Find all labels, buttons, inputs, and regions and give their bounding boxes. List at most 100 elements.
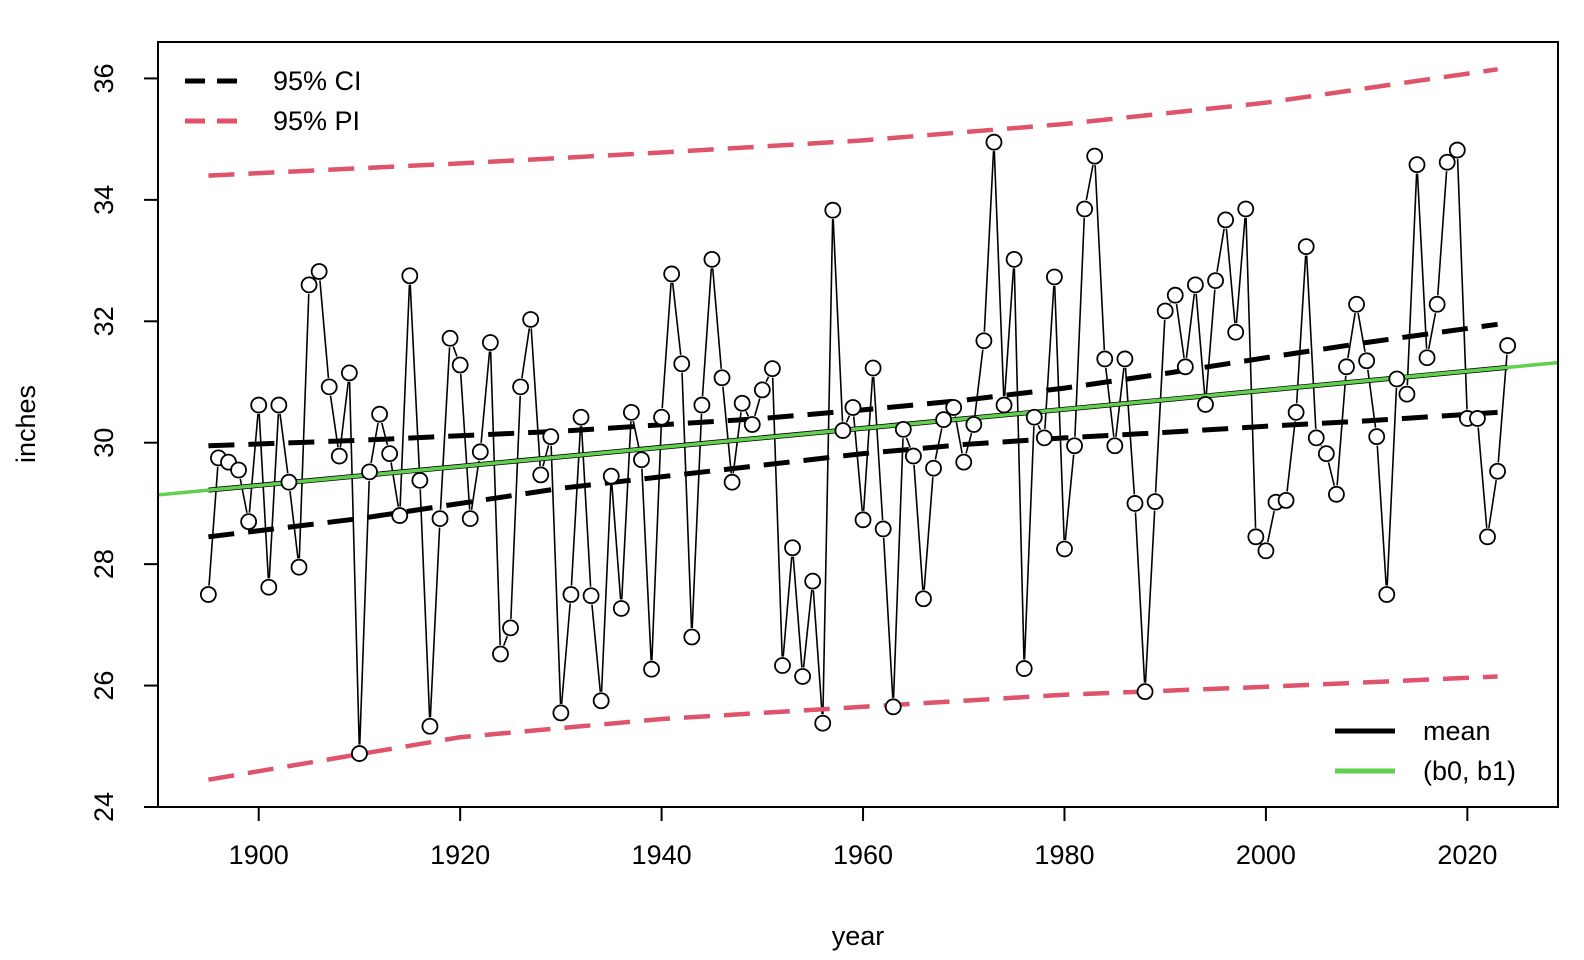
observation-point [310,263,328,280]
observation-point [653,408,670,426]
observation-point [572,408,590,426]
observation-segment [1386,387,1398,586]
observation-segment [632,420,641,452]
observation-point [1207,272,1224,290]
observation-point [1247,528,1265,546]
observation-point [421,717,439,735]
observation-point [1358,352,1376,370]
x-tick-label: 1980 [1034,840,1094,870]
observation-segment [745,411,750,417]
observation-segment [1497,354,1508,463]
y-tick-label: 24 [89,792,119,822]
observation-segment [1154,319,1166,493]
observation-point [1338,358,1355,376]
observation-point [1035,429,1053,447]
observation-point [1398,385,1416,403]
observation-point [1227,323,1245,341]
observation-segment [661,282,672,409]
x-axis-title: year [832,921,885,951]
observation-point [904,447,922,465]
observation-segment [651,426,663,661]
observation-point [945,399,963,416]
observation-segment [905,437,911,448]
observation-segment [701,268,713,397]
observation-point [1166,286,1184,304]
observation-point [1076,200,1094,218]
observation-segment [1427,312,1437,350]
observation-segment [882,537,894,698]
observation-point [582,587,600,605]
observation-point [965,416,983,433]
observation-point [1469,410,1486,427]
observation-segment [1406,173,1418,386]
observation-point [894,420,912,438]
x-axis: 1900 1920 1940 1960 1980 2000 2020 [229,806,1497,870]
observation-point [250,396,268,414]
observation-point [1005,250,1023,268]
observation-segment [510,395,522,619]
observation-segment [1195,293,1206,396]
legend-label: 95% PI [273,106,360,136]
observation-segment [1235,217,1246,324]
observation-point [774,657,791,674]
observation-segment [1134,512,1146,683]
observation-segment [1376,445,1388,586]
observation-point [592,692,610,710]
observation-segment [1053,285,1065,541]
observation-point [1328,485,1345,503]
observation-segment [983,151,995,332]
observation-segment [923,477,934,590]
observation-segment [913,464,924,590]
observation-point [1368,428,1386,446]
observation-segment [611,485,622,600]
observation-segment [812,590,823,715]
observation-point [230,461,247,479]
observation-segment [600,485,612,692]
observation-segment [339,381,350,448]
observation-point [713,369,731,387]
observation-point [864,359,882,377]
observation-segment [1205,289,1216,396]
observation-point [1015,660,1033,677]
observation-point [602,467,620,485]
observation-segment [502,636,509,646]
observation-point [643,660,660,678]
observation-point [471,443,489,461]
observation-point [481,334,499,351]
observation-point [844,399,862,416]
observation-point [461,510,479,528]
observation-point [512,378,529,396]
observation-point [1086,147,1104,165]
observation-point [361,463,378,481]
observation-segment [1003,268,1015,397]
observation-segment [1456,159,1468,410]
observation-point [1307,429,1325,447]
observation-point [290,558,308,576]
observation-point [1489,462,1506,480]
observation-segment [208,466,219,586]
observation-point [1237,200,1255,218]
observation-segment [822,219,834,715]
observation-segment [419,489,431,718]
observation-point [955,453,973,471]
observation-segment [845,415,851,423]
y-axis: 24 26 28 30 32 34 36 [89,63,159,822]
observation-point [260,578,278,596]
legend-label: mean [1423,716,1491,746]
observation-segment [1477,427,1488,528]
observation-point [280,473,298,491]
observation-point [935,411,953,429]
legend-top-left: 95% CI 95% PI [185,66,362,136]
observation-segment [560,603,571,704]
observation-point [532,466,550,484]
observation-segment [1085,164,1094,201]
observation-segment [1295,255,1307,404]
observation-point [693,396,711,414]
series-line-abline [158,360,1558,497]
observation-point [1257,542,1275,560]
observation-point [925,459,942,477]
observation-segment [268,414,280,579]
observation-segment [1175,303,1185,359]
observation-segment [1064,454,1075,541]
observation-point [1126,495,1144,512]
